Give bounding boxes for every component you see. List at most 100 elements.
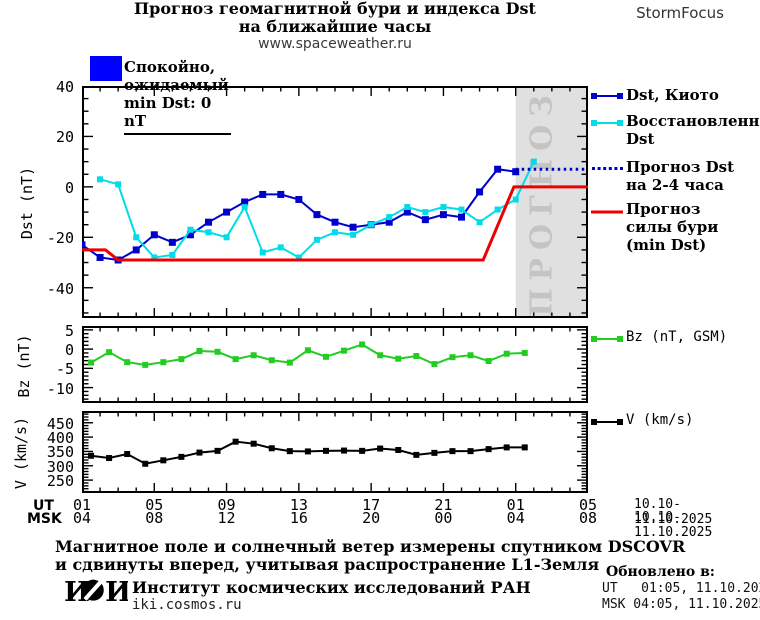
marker-kyoto (82, 241, 86, 249)
marker-kyoto (313, 211, 321, 219)
forecast-band (515, 86, 588, 318)
y-tick-label-dst: -40 (46, 279, 74, 298)
status-color-swatch (90, 56, 122, 81)
marker-v (304, 448, 311, 455)
x-tick-msk-0: 04 (72, 509, 92, 527)
msk-row-label: MSK (27, 511, 62, 527)
page-subtitle: на ближайшие часы (238, 17, 432, 36)
y-tick-label-v: 400 (46, 429, 74, 448)
marker-bz (250, 352, 257, 359)
brand-label: StormFocus (636, 4, 724, 22)
marker-restored (151, 254, 158, 261)
marker-bz (377, 352, 384, 359)
x-tick-ut-1: 05 (145, 496, 164, 514)
series-kyoto (82, 168, 516, 262)
legend-v-label: V (km/s) (626, 412, 694, 428)
marker-bz (142, 361, 149, 368)
x-tick-ut-4: 17 (362, 496, 381, 514)
marker-bz (88, 359, 95, 366)
marker-restored (512, 196, 519, 203)
y-tick-label-v: 450 (46, 414, 74, 433)
marker-bz (467, 352, 474, 359)
marker-bz (341, 347, 348, 354)
data-source-note-line2: и сдвинуты вперед, учитывая распростране… (55, 555, 600, 574)
marker-v (160, 457, 167, 464)
x-tick-msk-1: 08 (145, 509, 164, 527)
marker-v (142, 460, 149, 467)
marker-restored (169, 251, 176, 258)
v-y-tick-labels: 450 400 350 300 250 (30, 411, 78, 493)
marker-kyoto (349, 223, 357, 231)
institute-site-link[interactable]: iki.cosmos.ru (132, 597, 242, 613)
marker-v (341, 447, 348, 454)
marker-restored (404, 204, 411, 211)
legend-storm-line1: Прогноз (626, 200, 701, 218)
marker-bz (304, 347, 311, 354)
date-range-msk: 10.10-11.10.2025 (634, 510, 713, 540)
bz-chart (82, 326, 588, 403)
marker-v (88, 452, 95, 459)
restored-line-swatch (591, 120, 623, 126)
y-tick-label-bz: 5 (64, 321, 74, 340)
site-link[interactable]: www.spaceweather.ru (258, 36, 412, 52)
y-tick-label-dst: 20 (55, 128, 74, 147)
dst-y-tick-labels: 40 20 0 -20 -40 (30, 78, 78, 318)
logo-slash (83, 579, 104, 601)
marker-restored (241, 204, 248, 211)
legend-storm-line2: силы бури (626, 218, 719, 236)
marker-kyoto (96, 253, 104, 261)
marker-kyoto (458, 213, 465, 221)
marker-v (124, 451, 131, 458)
marker-bz (196, 348, 203, 355)
v-chart (82, 411, 588, 493)
legend-forecast-line1: Прогноз Dst (626, 158, 735, 176)
updated-msk: MSK 04:05, 11.10.2025 (602, 597, 760, 612)
marker-restored (440, 204, 447, 211)
marker-v (485, 446, 492, 453)
kyoto-line-swatch (591, 93, 623, 99)
y-tick-label-v: 250 (46, 472, 74, 491)
marker-v (413, 451, 420, 458)
marker-bz (286, 359, 293, 366)
x-tick-ut-3: 13 (289, 496, 308, 514)
marker-bz (160, 359, 167, 366)
x-tick-ut-2: 09 (217, 496, 236, 514)
series-storm-forecast (82, 185, 588, 262)
marker-restored (223, 234, 230, 241)
marker-restored (422, 209, 429, 216)
marker-restored (97, 176, 104, 183)
legend-restored-line2: Dst (626, 130, 655, 148)
marker-kyoto (295, 195, 303, 203)
marker-restored (350, 231, 357, 238)
marker-restored (494, 206, 501, 213)
x-tick-msk-2: 12 (217, 509, 236, 527)
marker-bz (395, 355, 402, 362)
marker-restored (530, 158, 537, 165)
marker-kyoto (150, 231, 158, 239)
marker-bz (359, 341, 366, 348)
marker-kyoto (259, 190, 267, 198)
marker-v (268, 445, 275, 452)
x-tick-ut-0: 01 (72, 496, 92, 514)
marker-restored (277, 244, 284, 251)
marker-kyoto (494, 165, 502, 173)
dst-forecast-dotted-swatch (592, 167, 623, 170)
marker-kyoto (277, 190, 285, 198)
institute-name: Институт космических исследований РАН (132, 578, 531, 597)
updated-title: Обновлено в: (606, 564, 715, 580)
marker-restored (476, 219, 483, 226)
marker-v (178, 453, 185, 460)
x-tick-msk-3: 16 (289, 509, 308, 527)
marker-restored (313, 236, 320, 243)
marker-kyoto (439, 211, 447, 219)
legend-kyoto-label: Dst, Киото (626, 86, 719, 104)
title-block: Прогноз геомагнитной бури и индекса Dst … (0, 0, 670, 52)
y-tick-label-bz: -5 (55, 360, 74, 379)
marker-kyoto (223, 208, 231, 216)
marker-restored (205, 229, 212, 236)
marker-bz (431, 361, 438, 368)
marker-kyoto (241, 198, 249, 206)
marker-kyoto (476, 188, 484, 196)
page-title: Прогноз геомагнитной бури и индекса Dst (134, 0, 536, 18)
marker-bz (268, 357, 275, 364)
